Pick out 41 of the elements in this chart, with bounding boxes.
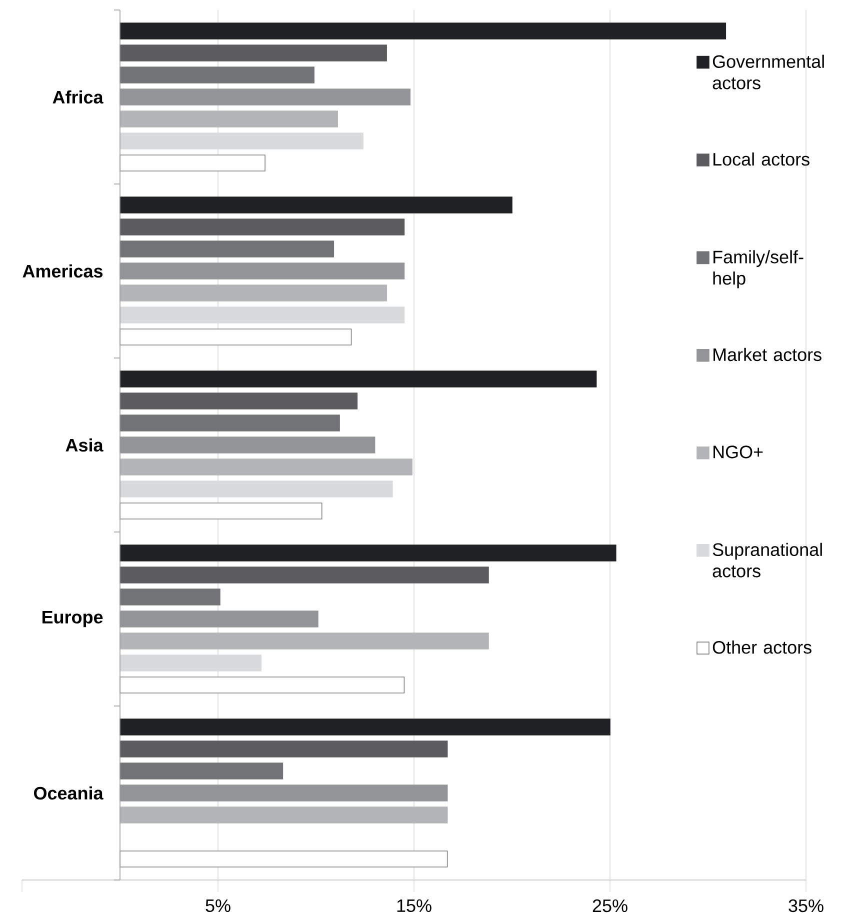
x-tick-label: 5% — [206, 899, 230, 912]
y-tick-label: Oceania — [34, 786, 104, 800]
bar — [120, 850, 448, 868]
x-tick-label: 35% — [788, 899, 824, 912]
y-tick-label: Europe — [42, 610, 103, 628]
bar — [120, 502, 322, 520]
bar — [120, 218, 405, 236]
bar — [120, 762, 284, 780]
bar — [120, 328, 352, 346]
bar — [120, 154, 266, 172]
bar — [120, 588, 220, 606]
bar — [120, 632, 489, 650]
legend-label: Market actors — [714, 348, 822, 362]
bar — [120, 544, 616, 562]
bar — [120, 284, 387, 302]
legend-label: Other actors — [712, 640, 812, 654]
bar — [120, 566, 489, 584]
bar — [120, 110, 338, 128]
bar — [120, 806, 448, 824]
y-tick-label: Asia — [66, 438, 104, 452]
bar — [120, 370, 597, 388]
legend-label: Supranational actors — [712, 542, 822, 578]
y-tick-label: Americas — [22, 264, 103, 278]
x-tick-label: 15% — [397, 899, 432, 912]
bar — [120, 240, 334, 258]
y-tick-label: Africa — [52, 90, 104, 104]
legend-label: Governmental actors — [712, 54, 824, 90]
bar — [120, 740, 448, 758]
bar — [120, 392, 358, 410]
bar — [120, 22, 726, 40]
bar — [120, 196, 512, 214]
x-tick-label: 25% — [592, 899, 628, 912]
bar — [120, 66, 314, 84]
bar — [120, 676, 405, 694]
bar — [120, 458, 412, 476]
bar — [120, 414, 340, 432]
bar — [120, 44, 387, 62]
bar — [120, 718, 610, 736]
legend-label: NGO+ — [714, 446, 763, 458]
legend-label: Local actors — [714, 152, 810, 166]
legend-label: Family/self-help — [713, 250, 804, 288]
